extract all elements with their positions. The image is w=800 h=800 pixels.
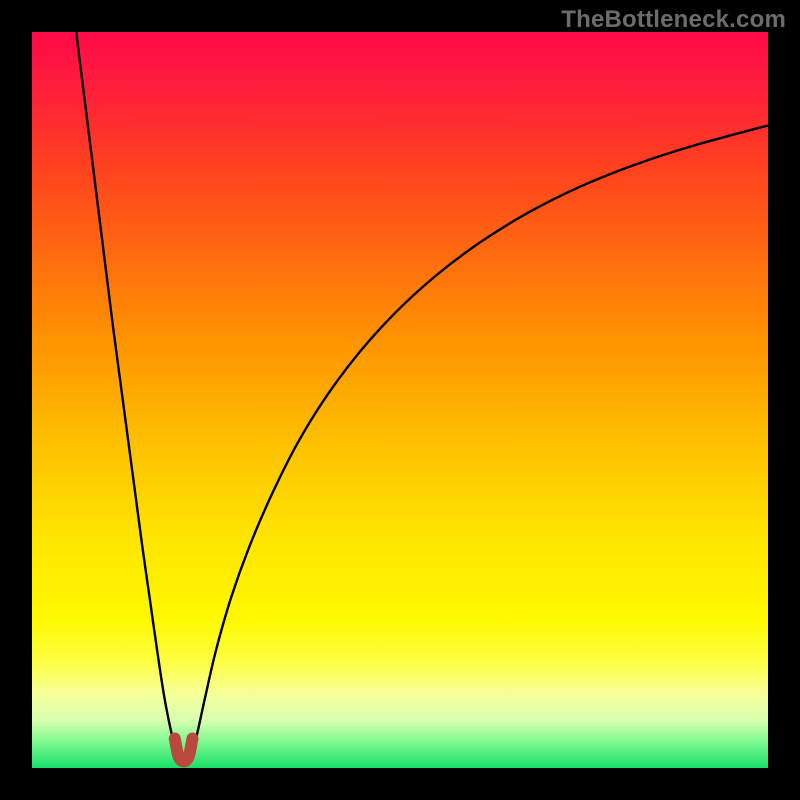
plot-background-gradient [32, 32, 768, 768]
watermark-text: TheBottleneck.com [561, 6, 786, 34]
bottleneck-chart [0, 0, 800, 800]
chart-stage: TheBottleneck.com [0, 0, 800, 800]
